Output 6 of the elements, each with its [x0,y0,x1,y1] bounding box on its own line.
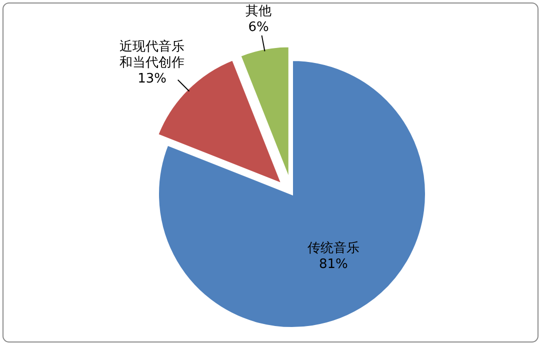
slice-label: 近现代音乐和当代创作 [120,39,185,70]
data-label: 6% [248,20,269,35]
data-label: 81% [318,256,348,272]
data-label: 13% [138,71,167,86]
slice-label: 其他 [246,4,272,19]
slice-label: 传统音乐 [307,240,360,256]
